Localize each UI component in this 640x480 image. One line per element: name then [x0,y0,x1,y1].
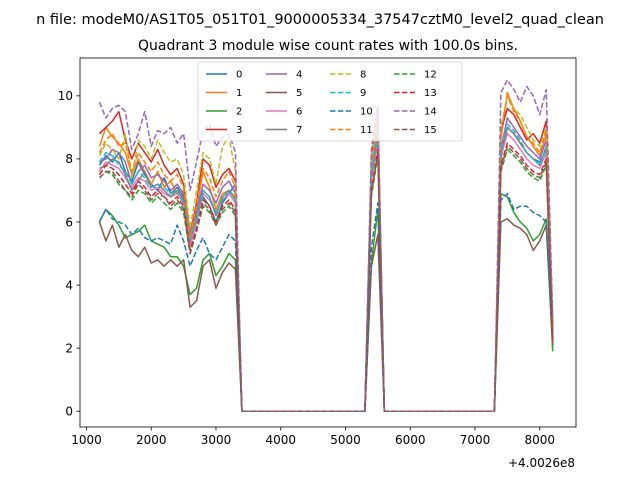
x-tick-label-1000: 1000 [71,433,102,447]
legend-label-10: 10 [360,107,373,118]
x-tick-label-2000: 2000 [136,433,167,447]
x-tick-label-6000: 6000 [395,433,426,447]
legend-label-13: 13 [424,88,437,99]
x-offset-label: +4.0026e8 [508,456,575,470]
y-tick-label-0: 0 [65,405,73,419]
x-tick-label-7000: 7000 [460,433,491,447]
legend-label-6: 6 [296,107,302,118]
x-tick-label-8000: 8000 [524,433,555,447]
legend-label-5: 5 [296,88,302,99]
legend-label-0: 0 [236,70,242,81]
x-tick-label-5000: 5000 [330,433,361,447]
x-tick-label-4000: 4000 [265,433,296,447]
legend-label-12: 12 [424,70,437,81]
series-lines [98,79,554,412]
legend-label-1: 1 [236,88,242,99]
legend-label-9: 9 [360,88,366,99]
series-line-15 [98,145,554,412]
legend-label-2: 2 [236,107,242,118]
figure-suptitle: n file: modeM0/AS1T05_051T01_9000005334_… [36,12,604,28]
legend-label-14: 14 [424,107,437,118]
legend-label-15: 15 [424,125,437,136]
y-tick-label-8: 8 [65,152,73,166]
legend-label-8: 8 [360,70,366,81]
y-tick-label-2: 2 [65,341,73,355]
legend-box [197,61,463,142]
y-tick-label-10: 10 [58,89,73,103]
legend-label-7: 7 [296,125,302,136]
legend-label-11: 11 [360,125,373,136]
plot-area: 1000 2000 3000 4000 5000 6000 7000 8000 0 2 4 6 8 10 0… [58,57,577,447]
legend-label-3: 3 [236,125,242,136]
legend-label-4: 4 [296,70,302,81]
chart-title: Quadrant 3 module wise count rates with … [138,38,518,54]
y-tick-label-4: 4 [65,278,73,292]
x-tick-label-3000: 3000 [201,433,232,447]
y-tick-label-6: 6 [65,215,73,229]
axes-frame [79,57,577,428]
